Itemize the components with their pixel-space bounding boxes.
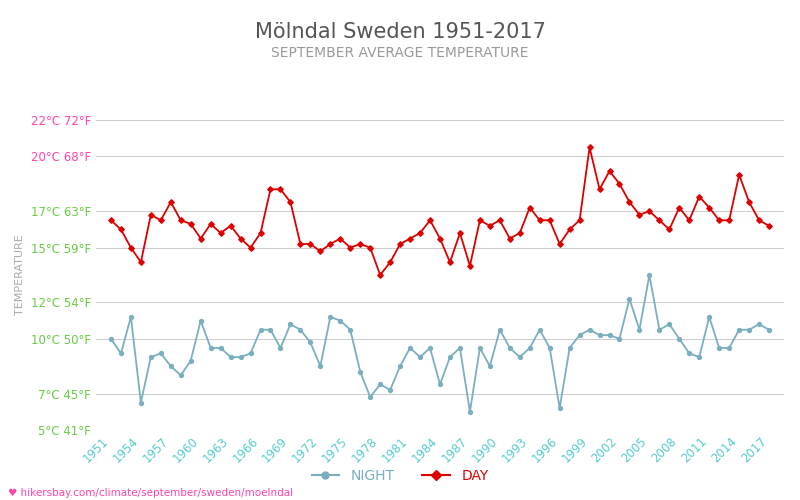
NIGHT [614, 336, 624, 342]
Legend: NIGHT, DAY: NIGHT, DAY [306, 463, 494, 488]
Text: ♥ hikersbay.com/climate/september/sweden/moelndal: ♥ hikersbay.com/climate/september/sweden… [8, 488, 293, 498]
NIGHT [645, 272, 654, 278]
Y-axis label: TEMPERATURE: TEMPERATURE [15, 234, 26, 316]
DAY [106, 218, 116, 224]
NIGHT [724, 345, 734, 351]
DAY [625, 199, 634, 205]
DAY [585, 144, 594, 150]
DAY [724, 218, 734, 224]
NIGHT [465, 409, 474, 415]
NIGHT [106, 336, 116, 342]
NIGHT [764, 326, 774, 332]
DAY [186, 221, 195, 227]
Text: SEPTEMBER AVERAGE TEMPERATURE: SEPTEMBER AVERAGE TEMPERATURE [271, 46, 529, 60]
DAY [764, 223, 774, 229]
NIGHT [375, 382, 385, 388]
DAY [415, 230, 425, 236]
NIGHT [156, 350, 166, 356]
NIGHT [186, 358, 195, 364]
NIGHT [406, 345, 415, 351]
DAY [386, 259, 395, 265]
DAY [156, 218, 166, 224]
DAY [375, 272, 385, 278]
Text: Mölndal Sweden 1951-2017: Mölndal Sweden 1951-2017 [254, 22, 546, 42]
Line: NIGHT: NIGHT [109, 273, 771, 414]
Line: DAY: DAY [109, 146, 771, 277]
